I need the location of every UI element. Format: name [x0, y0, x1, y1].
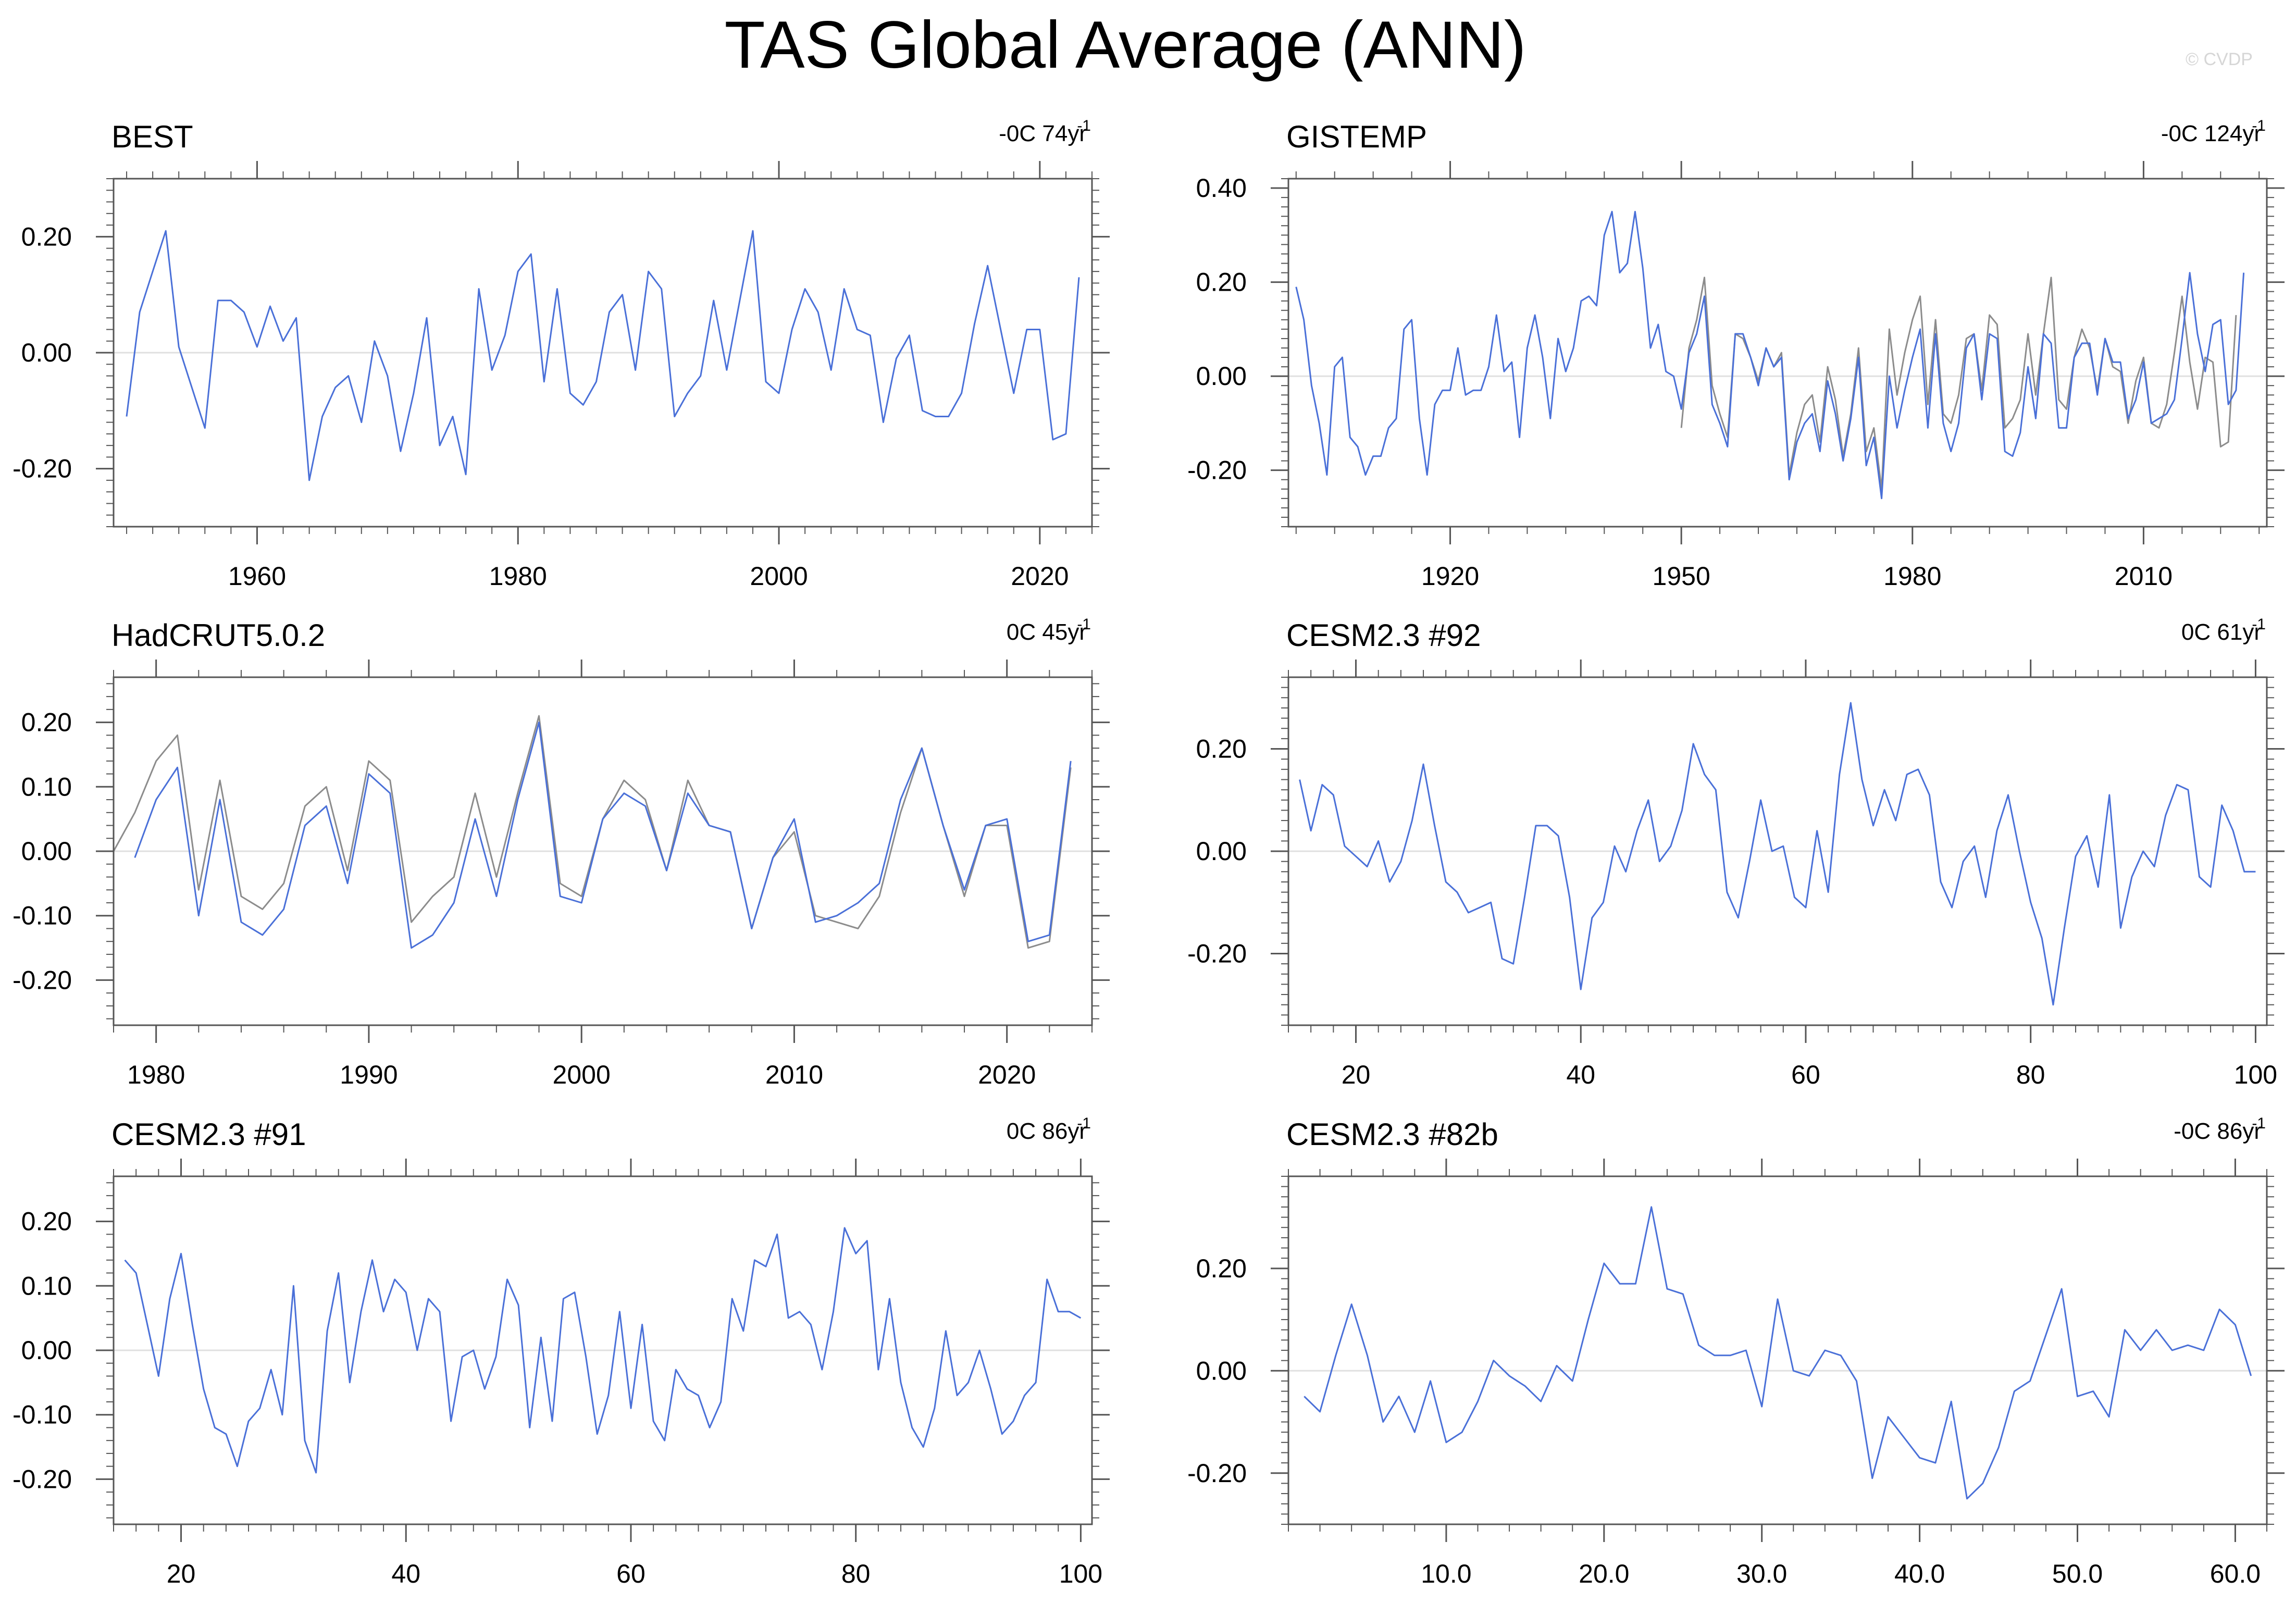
y-tick-label: -0.20 [13, 965, 72, 994]
x-tick-label: 2010 [765, 1060, 823, 1089]
plot-frame [1287, 1175, 2268, 1525]
x-tick-label: 20.0 [1579, 1559, 1629, 1588]
trend-label: -0C 124yr [2161, 121, 2262, 146]
series-line-1 [124, 1227, 1082, 1474]
chart-panel-5: CESM2.3 #91 0C 86yr-1 20 40 60 80 100 -0.20 -0.1… [13, 1115, 1110, 1588]
y-tick-label: 0.10 [21, 772, 72, 801]
trend-label: 0C 86yr [1007, 1118, 1087, 1144]
x-tick-label: 2020 [1011, 562, 1069, 591]
y-tick-label: 0.20 [21, 708, 72, 737]
panel-title: CESM2.3 #92 [1286, 618, 1481, 653]
y-tick-label: 0.00 [1196, 837, 1247, 866]
x-tick-label: 2000 [553, 1060, 611, 1089]
x-tick-label: 20 [167, 1559, 196, 1588]
x-tick-label: 60 [1791, 1060, 1820, 1089]
y-tick-label: -0.20 [13, 454, 72, 483]
x-tick-label: 20 [1342, 1060, 1371, 1089]
x-tick-label: 2000 [750, 562, 808, 591]
y-tick-label: 0.20 [1196, 1254, 1247, 1283]
plot-frame [1287, 178, 2268, 528]
series-line-2 [134, 722, 1072, 949]
y-tick-label: 0.00 [21, 1336, 72, 1365]
chart-panel-1: BEST -0C 74yr-1 1960 1980 2000 2020 -0.20 0.00 0… [13, 117, 1110, 591]
trend-unit-exponent: -1 [2252, 117, 2266, 134]
chart-panel-2: GISTEMP -0C 124yr-1 1920 1950 1980 2010 -0.20 0… [1187, 117, 2285, 591]
x-tick-label: 1980 [127, 1060, 185, 1089]
x-tick-label: 60 [616, 1559, 646, 1588]
trend-label: -0C 74yr [999, 121, 1087, 146]
trend-unit-exponent: -1 [1077, 117, 1091, 134]
x-tick-label: 1980 [1883, 562, 1941, 591]
x-tick-label: 2020 [978, 1060, 1036, 1089]
x-tick-label: 30.0 [1736, 1559, 1787, 1588]
y-tick-label: 0.00 [21, 338, 72, 367]
figure-title: TAS Global Average (ANN) [724, 8, 1526, 82]
panel-title: CESM2.3 #82b [1286, 1117, 1498, 1152]
series-line-1 [113, 715, 1072, 949]
x-tick-label: 2010 [2115, 562, 2173, 591]
x-tick-label: 1990 [340, 1060, 398, 1089]
y-tick-label: -0.20 [1187, 456, 1247, 485]
x-tick-label: 40 [391, 1559, 420, 1588]
x-tick-label: 40 [1566, 1060, 1595, 1089]
y-tick-label: 0.20 [21, 1207, 72, 1236]
series-line-1 [1680, 277, 2237, 490]
panel-title: GISTEMP [1286, 119, 1427, 154]
y-tick-label: 0.20 [1196, 268, 1247, 297]
y-tick-label: 0.40 [1196, 173, 1247, 203]
chart-panel-4: CESM2.3 #92 0C 61yr-1 20 40 60 80 100 -0.20 0.00… [1187, 616, 2285, 1089]
y-tick-label: 0.20 [1196, 735, 1247, 764]
cvdp-watermark: © CVDP [2186, 49, 2253, 69]
x-tick-label: 100 [2234, 1060, 2277, 1089]
trend-unit-exponent: -1 [1077, 1115, 1091, 1132]
panel-title: CESM2.3 #91 [111, 1117, 306, 1152]
chart-panel-3: HadCRUT5.0.2 0C 45yr-1 1980 1990 2000 2010 202… [13, 616, 1110, 1089]
trend-label: 0C 45yr [1007, 619, 1087, 645]
x-tick-label: 80 [841, 1559, 871, 1588]
series-line-2 [1295, 210, 2245, 500]
x-tick-label: 100 [1059, 1559, 1102, 1588]
series-line-1 [1304, 1206, 2252, 1500]
y-tick-label: -0.20 [1187, 939, 1247, 968]
y-tick-label: 0.20 [21, 222, 72, 251]
x-tick-label: 10.0 [1421, 1559, 1471, 1588]
y-tick-label: -0.10 [13, 1400, 72, 1429]
panel-title: HadCRUT5.0.2 [111, 618, 325, 653]
y-tick-label: 0.00 [1196, 362, 1247, 391]
trend-unit-exponent: -1 [2252, 1115, 2266, 1132]
x-tick-label: 1980 [489, 562, 547, 591]
y-tick-label: -0.20 [13, 1464, 72, 1494]
trend-unit-exponent: -1 [2252, 616, 2266, 633]
x-tick-label: 40.0 [1894, 1559, 1945, 1588]
x-tick-label: 1920 [1421, 562, 1479, 591]
series-line-1 [1299, 702, 2256, 1006]
trend-label: 0C 61yr [2181, 619, 2262, 645]
y-tick-label: 0.00 [1196, 1356, 1247, 1385]
trend-unit-exponent: -1 [1077, 616, 1091, 633]
x-tick-label: 1950 [1653, 562, 1710, 591]
panel-title: BEST [111, 119, 193, 154]
y-tick-label: -0.10 [13, 901, 72, 930]
x-tick-label: 80 [2016, 1060, 2045, 1089]
x-tick-label: 60.0 [2210, 1559, 2261, 1588]
y-tick-label: 0.00 [21, 837, 72, 866]
y-tick-label: 0.10 [21, 1271, 72, 1300]
chart-panel-6: CESM2.3 #82b -0C 86yr-1 10.0 20.0 30.0 40.0 50… [1187, 1115, 2285, 1588]
x-tick-label: 1960 [228, 562, 286, 591]
y-tick-label: -0.20 [1187, 1459, 1247, 1488]
series-line-1 [126, 230, 1080, 481]
x-tick-label: 50.0 [2052, 1559, 2103, 1588]
trend-label: -0C 86yr [2174, 1118, 2262, 1144]
